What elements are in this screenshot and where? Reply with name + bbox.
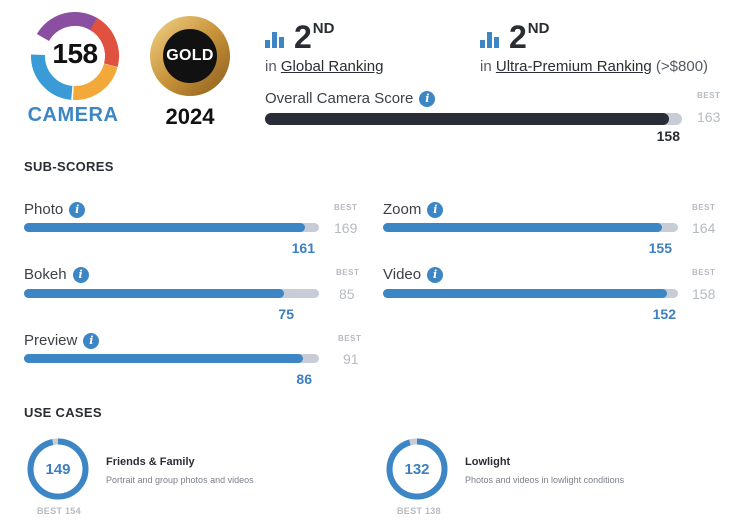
- global-ranking-link[interactable]: Global Ranking: [280, 58, 384, 75]
- use-case-lowlight-ring: [386, 438, 448, 500]
- badge-year: 2024: [165, 104, 215, 129]
- subscore-zoom-best-value: 164: [692, 220, 716, 236]
- overall-score-label: Overall Camera Score: [265, 90, 414, 107]
- overall-score-value: 158: [656, 128, 680, 144]
- subscore-bokeh-label-row: Bokeh i: [24, 266, 89, 283]
- subscore-photo-best-value: 169: [334, 220, 358, 236]
- subscore-preview-label: Preview: [24, 332, 78, 349]
- ranking-bars-icon: [480, 32, 500, 48]
- use-case-lowlight-score: 132: [404, 461, 430, 478]
- subscore-preview-best-tag: BEST: [338, 334, 362, 343]
- use-case-friends-score: 149: [45, 461, 71, 478]
- subscore-video-value: 152: [652, 306, 676, 322]
- subscore-photo-fill: [24, 223, 306, 232]
- camera-score-value: 158: [52, 38, 98, 69]
- subscore-video-label-row: Video i: [383, 266, 444, 283]
- subscore-video-best-value: 158: [692, 286, 716, 302]
- use-case-friends-description: Portrait and group photos and videos: [106, 475, 254, 485]
- use-case-friends-best: BEST 154: [37, 506, 81, 516]
- global-ranking: 2 ND in Global Ranking: [265, 20, 383, 75]
- ultra-rank-price-range: (>$800): [655, 58, 709, 75]
- subscore-zoom-track: [383, 223, 678, 232]
- info-icon[interactable]: i: [427, 266, 444, 283]
- info-icon[interactable]: i: [419, 90, 436, 107]
- global-rank-suffix: ND: [312, 20, 335, 37]
- subscore-video-label: Video: [383, 266, 422, 283]
- subscore-video-fill: [383, 289, 667, 298]
- use-case-friends-title: Friends & Family: [106, 456, 195, 468]
- use-case-lowlight-best: BEST 138: [397, 506, 441, 516]
- ultra-rank-number: 2: [509, 19, 527, 55]
- subscore-preview-label-row: Preview i: [24, 332, 100, 349]
- subscore-preview-fill: [24, 354, 303, 363]
- subscore-zoom-fill: [383, 223, 662, 232]
- subscore-preview-best-value: 91: [343, 351, 359, 367]
- use-case-friends-ring: [27, 438, 89, 500]
- use-case-lowlight-arc: [386, 438, 448, 500]
- subscore-zoom-value: 155: [648, 240, 672, 256]
- info-icon[interactable]: i: [72, 266, 89, 283]
- subscore-bokeh-value: 75: [278, 306, 294, 322]
- subscore-zoom-best-tag: BEST: [692, 203, 716, 212]
- subscore-zoom-label: Zoom: [383, 201, 422, 218]
- subscore-photo-track: [24, 223, 319, 232]
- use-cases-title: USE CASES: [24, 405, 102, 420]
- use-case-lowlight-title: Lowlight: [465, 456, 511, 468]
- ultra-premium-ranking-link[interactable]: Ultra-Premium Ranking: [495, 58, 652, 75]
- info-icon[interactable]: i: [83, 332, 100, 349]
- overall-score-label-row: Overall Camera Score i: [265, 90, 436, 107]
- subscore-zoom-label-row: Zoom i: [383, 201, 444, 218]
- info-icon[interactable]: i: [69, 201, 86, 218]
- global-rank-number: 2: [294, 19, 312, 55]
- ranking-bars-icon: [265, 32, 285, 48]
- camera-category-label: CAMERA: [27, 104, 119, 126]
- overall-score-track: [265, 113, 682, 125]
- subscore-bokeh-best-tag: BEST: [336, 268, 360, 277]
- subscore-bokeh-track: [24, 289, 319, 298]
- subscore-video-best-tag: BEST: [692, 268, 716, 277]
- global-rank-prefix: in: [265, 58, 277, 75]
- ultra-rank-suffix: ND: [527, 20, 550, 37]
- info-icon[interactable]: i: [427, 201, 444, 218]
- camera-badge-ring-icon: [31, 12, 119, 100]
- gold-label-text: GOLD: [166, 47, 214, 64]
- subscore-photo-value: 161: [291, 240, 315, 256]
- ultra-rank-prefix: in: [480, 58, 492, 75]
- subscore-photo-best-tag: BEST: [334, 203, 358, 212]
- ultra-premium-ranking: 2 ND in Ultra-Premium Ranking (>$800): [480, 20, 708, 75]
- use-case-lowlight-description: Photos and videos in lowlight conditions: [465, 475, 625, 485]
- subscore-preview-track: [24, 354, 319, 363]
- subscore-video-track: [383, 289, 678, 298]
- overall-score-fill: [265, 113, 670, 125]
- subscore-bokeh-fill: [24, 289, 285, 298]
- overall-best-tag: BEST: [697, 91, 721, 100]
- subscore-bokeh-label: Bokeh: [24, 266, 67, 283]
- subscores-title: SUB-SCORES: [24, 159, 114, 174]
- gold-badge-icon: [150, 16, 230, 96]
- subscore-photo-label: Photo: [24, 201, 64, 218]
- subscore-preview-value: 86: [296, 371, 312, 387]
- subscore-bokeh-best-value: 85: [339, 286, 355, 302]
- overall-best-value: 163: [697, 109, 721, 125]
- use-case-friends-arc: [27, 438, 89, 500]
- subscore-photo-label-row: Photo i: [24, 201, 86, 218]
